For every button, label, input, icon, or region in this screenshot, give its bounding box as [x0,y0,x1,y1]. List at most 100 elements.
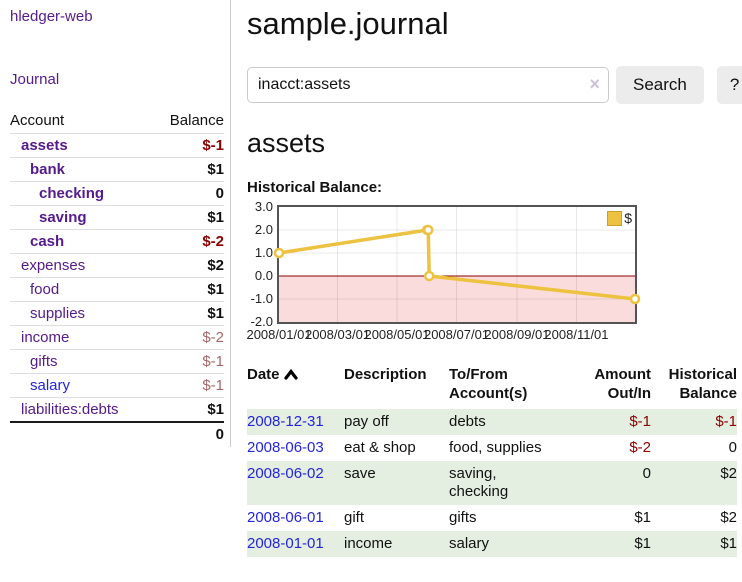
transaction-accounts: debts [449,409,579,435]
column-header-amount: Amount Out/In [594,366,651,402]
account-balance: $-1 [152,133,224,158]
account-balance: $-1 [152,373,224,398]
sort-ascending-icon [283,366,298,385]
account-row: gifts $-1 [10,349,224,374]
account-row: cash $-2 [10,229,224,254]
transaction-date-link[interactable]: 2008-06-02 [247,465,324,482]
account-table-body: assets $-1 bank $1 checking 0 saving $1 cash $-2 e… [10,133,224,422]
account-row: food $1 [10,277,224,302]
transaction-amount: $-2 [629,439,651,456]
legend-label: $ [624,210,632,226]
y-axis-tick-label: -2.0 [250,314,273,329]
account-row: expenses $2 [10,253,224,278]
transaction-description: save [344,461,449,505]
account-balance: $-2 [152,229,224,254]
transaction-accounts: saving, checking [449,461,579,505]
register-row: 2008-06-02 save saving, checking 0 $2 [247,461,737,505]
y-axis-tick-label: 1.0 [254,245,273,260]
x-axis-tick-label: 2008/09/01 [484,327,550,342]
accounts-table: Account Balance assets $-1 bank $1 checking 0… [10,109,224,446]
accounts-total-row: 0 [10,421,224,446]
account-heading: assets [247,128,326,158]
account-link-cash[interactable]: cash [30,233,65,250]
transaction-description: income [344,531,449,557]
register-row: 2008-06-03 eat & shop food, supplies $-2 0 [247,435,737,461]
y-axis-tick-label: 3.0 [254,199,273,214]
account-link-bank[interactable]: bank [30,161,66,178]
register-table-body: 2008-12-31 pay off debts $-1 $-1 2008-06-03 ea… [247,409,737,557]
account-link-supplies[interactable]: supplies [30,305,86,322]
account-link-gifts[interactable]: gifts [30,353,58,370]
chart-canvas [273,207,641,322]
register-table: Date Description To/From Account(s) Amou… [247,365,737,557]
account-link-income[interactable]: income [21,329,70,346]
column-header-date[interactable]: Date [247,365,344,409]
account-row: income $-2 [10,325,224,350]
transaction-date-link[interactable]: 2008-06-01 [247,509,324,526]
accounts-header-balance: Balance [169,112,224,129]
sidebar-item-journal[interactable]: Journal [10,71,60,88]
transaction-accounts: food, supplies [449,439,542,456]
account-balance: 0 [152,181,224,206]
transaction-description: gift [344,509,365,526]
account-row: supplies $1 [10,301,224,326]
account-link-assets[interactable]: assets [21,137,68,154]
account-row: liabilities:debts $1 [10,397,224,422]
transaction-date-link[interactable]: 2008-06-03 [247,439,324,456]
search-button[interactable]: Search [616,66,704,104]
search-form: × Search ? [247,66,742,104]
sidebar: hledger-web Journal Account Balance asse… [0,0,231,447]
app-title-link[interactable]: hledger-web [10,8,93,25]
account-link-liabilities-debts[interactable]: liabilities:debts [21,401,119,418]
x-axis-tick-label: 2008/11/01 [544,327,609,342]
x-axis-tick-label: 2008/05/01 [364,327,430,342]
search-input[interactable] [247,67,609,103]
x-axis-tick-label: 2008/07/01 [423,327,490,342]
transaction-balance: $2 [720,509,737,526]
legend-swatch-icon [607,210,623,226]
account-row: salary $-1 [10,373,224,398]
account-balance: $1 [152,157,224,182]
account-link-checking[interactable]: checking [39,185,105,202]
y-axis-tick-label: 0.0 [254,268,273,283]
account-balance: $1 [152,397,224,422]
accounts-header-account: Account [10,112,65,129]
account-row: assets $-1 [10,133,224,158]
transaction-accounts: salary [449,531,579,557]
transaction-amount: $-1 [579,409,651,435]
transaction-balance: $1 [651,531,737,557]
x-axis-tick-label: 2008/01/01 [246,327,312,342]
account-balance: $-2 [152,325,224,350]
transaction-description: pay off [344,409,449,435]
chart-title: Historical Balance: [247,179,383,196]
transaction-balance: $-1 [651,409,737,435]
y-axis-tick-label: -1.0 [250,291,273,306]
account-row: checking 0 [10,181,224,206]
transaction-description: eat & shop [344,439,416,456]
accounts-total-value: 0 [152,421,224,446]
transaction-accounts: gifts [449,509,477,526]
account-link-food[interactable]: food [30,281,60,298]
account-row: saving $1 [10,205,224,230]
account-balance: $1 [152,301,224,326]
x-axis-tick-label: 2008/03/01 [304,327,371,342]
transaction-date-link[interactable]: 2008-01-01 [247,535,324,552]
account-balance: $-1 [152,349,224,374]
transaction-amount: $1 [634,509,651,526]
transaction-date-link[interactable]: 2008-12-31 [247,413,324,430]
column-header-balance: Historical Balance [668,366,737,402]
account-link-salary[interactable]: salary [30,377,71,394]
account-balance: $2 [152,253,224,278]
clear-search-icon[interactable]: × [589,74,600,94]
transaction-balance: 0 [728,439,737,456]
transaction-balance: $2 [651,461,737,505]
chart-legend: $ [607,210,632,226]
account-balance: $1 [152,205,224,230]
register-header-row: Date Description To/From Account(s) Amou… [247,365,737,409]
y-axis-tick-label: 2.0 [254,222,273,237]
account-link-expenses[interactable]: expenses [21,257,86,274]
historical-balance-chart: $ 3.0 2.0 1.0 0.0 -1.0 -2.0 2008/01/01 2008/03/… [246,199,737,345]
account-link-saving[interactable]: saving [39,209,87,226]
account-row: bank $1 [10,157,224,182]
help-button[interactable]: ? [716,66,742,104]
